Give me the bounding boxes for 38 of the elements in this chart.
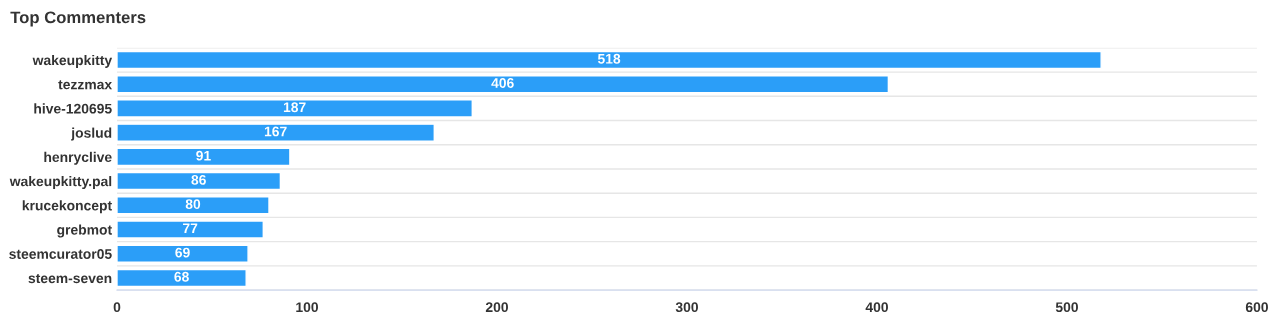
data-label: 91: [196, 150, 211, 161]
x-tick-label: 0: [113, 302, 121, 313]
y-tick-label: krucekoncept: [22, 200, 112, 214]
y-tick-label: wakeupkitty.pal: [9, 176, 112, 189]
bar: [116, 50, 1102, 70]
data-label: 167: [264, 126, 287, 137]
bar: [116, 147, 291, 167]
data-label: 406: [491, 78, 514, 88]
bar: [116, 171, 282, 191]
y-tick-label: joslud: [71, 127, 112, 141]
data-label: 80: [185, 199, 201, 210]
data-label: 86: [191, 174, 206, 185]
x-tick-label: 600: [1245, 302, 1268, 313]
data-label: 77: [183, 223, 198, 234]
y-tick-label: wakeupkitty: [32, 54, 113, 68]
x-tick-label: 500: [1055, 302, 1078, 313]
y-tick-label: henryclive: [44, 151, 112, 165]
x-tick-label: 200: [485, 302, 508, 313]
data-label: 69: [175, 247, 190, 258]
bar: [116, 244, 249, 263]
data-label: 187: [283, 102, 306, 113]
bar: [116, 196, 270, 215]
bar: [116, 75, 890, 94]
bar: [116, 123, 435, 142]
y-tick-label: grebmot: [57, 224, 112, 238]
data-label: 518: [597, 53, 621, 64]
y-tick-label: tezzmax: [58, 80, 113, 90]
y-tick-label: steem-seven: [28, 273, 112, 284]
x-tick-label: 300: [675, 302, 698, 313]
bar: [116, 220, 264, 239]
x-tick-label: 400: [865, 302, 888, 313]
bar: [116, 99, 473, 118]
x-tick-label: 100: [296, 302, 319, 313]
chart-title: Top Commenters: [10, 11, 146, 27]
bar: [116, 268, 247, 288]
data-label: 68: [174, 271, 189, 282]
y-tick-label: hive-120695: [34, 103, 112, 114]
y-tick-label: steemcurator05: [9, 249, 112, 259]
